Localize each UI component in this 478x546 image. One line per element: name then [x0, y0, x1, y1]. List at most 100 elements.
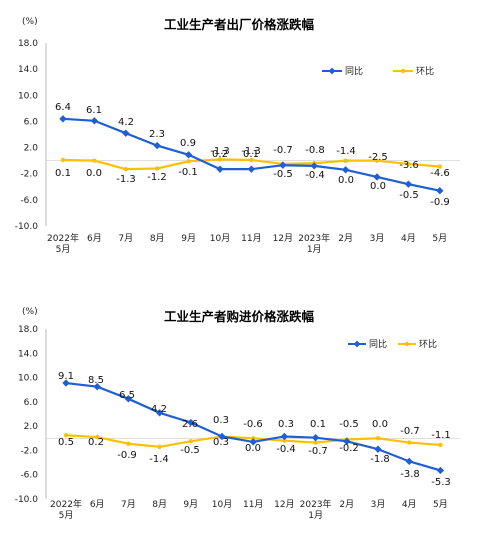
y-tick-label: -10.0	[15, 222, 39, 232]
x-tick-label: 2022年 5月	[47, 232, 79, 255]
legend-marker-yoy	[328, 67, 336, 75]
x-tick-label: 3月	[371, 499, 386, 510]
x-tick-label: 5月	[433, 499, 448, 510]
data-label-mom: -0.7	[400, 426, 420, 437]
data-point-mom	[282, 438, 287, 443]
x-tick-label: 9月	[183, 499, 198, 510]
y-tick-label: -10.0	[15, 495, 39, 505]
data-label-mom: 0.2	[88, 437, 104, 448]
data-point-yoy	[184, 151, 193, 159]
data-point-yoy	[247, 165, 256, 173]
x-tick-label: 2022年 5月	[50, 498, 82, 521]
data-label-mom: 0.0	[245, 443, 261, 454]
data-label-mom: -1.4	[149, 454, 169, 465]
data-label-yoy: -1.3	[210, 146, 230, 157]
data-point-mom	[437, 164, 442, 169]
data-label-yoy: -3.8	[400, 469, 420, 480]
data-point-yoy	[59, 115, 67, 123]
x-tick-label: 3月	[370, 233, 385, 244]
y-axis-unit: (%)	[22, 307, 38, 317]
data-label-mom: -0.5	[399, 190, 419, 201]
chart-output-price: 工业生产者出厂价格涨跌幅 (%) 18.0 14.0 10.0 6.0 2.0 -2.0 -6.…	[15, 17, 460, 255]
data-label-yoy: 6.5	[119, 390, 135, 401]
data-label-mom: 0.0	[370, 181, 386, 192]
x-tick-label: 8月	[152, 499, 167, 510]
data-label-mom: -0.5	[180, 445, 200, 456]
y-tick-label: 14.0	[18, 349, 38, 359]
data-label-yoy: -0.8	[305, 145, 325, 156]
y-tick-label: 18.0	[18, 39, 38, 49]
y-tick-label: 10.0	[18, 374, 38, 384]
legend-label-yoy: 同比	[369, 338, 387, 350]
y-tick-label: 2.0	[24, 144, 39, 154]
x-tick-label: 7月	[118, 233, 133, 244]
data-point-yoy	[187, 418, 195, 427]
y-tick-label: -2.0	[20, 446, 38, 456]
x-tick-label: 2023年 1月	[300, 498, 332, 521]
data-label-mom: 0.0	[372, 419, 388, 430]
y-tick-label: -6.0	[20, 196, 38, 206]
data-label-yoy: -1.8	[370, 454, 390, 465]
y-tick-label: 18.0	[18, 325, 38, 335]
x-tick-label: 10月	[210, 233, 230, 244]
data-point-yoy	[311, 434, 320, 442]
data-label-yoy: 6.1	[86, 105, 102, 116]
data-label-mom: 0.1	[243, 149, 259, 160]
x-tick-label: 9月	[181, 233, 196, 244]
data-point-yoy	[216, 165, 224, 173]
data-label-mom: 0.1	[55, 168, 71, 179]
data-point-mom	[95, 434, 100, 440]
x-tick-label: 2023年 1月	[298, 232, 330, 255]
data-point-yoy	[436, 466, 445, 475]
x-tick-label: 6月	[87, 233, 102, 244]
x-tick-label: 11月	[241, 233, 261, 244]
legend-marker-mom	[400, 68, 406, 74]
data-point-yoy	[310, 162, 318, 170]
data-point-mom	[343, 158, 348, 163]
chart-title: 工业生产者出厂价格涨跌幅	[164, 17, 315, 32]
data-point-mom	[186, 159, 191, 164]
legend-label-mom: 环比	[419, 338, 437, 350]
data-label-mom: -0.9	[430, 197, 450, 208]
data-point-mom	[155, 166, 160, 171]
chart-purchase-price: 工业生产者购进价格涨跌幅 (%) 18.0 14.0 10.0 6.0 2.0 -2.0 -6.…	[15, 307, 460, 521]
data-label-yoy: 0.3	[278, 419, 294, 430]
data-label-yoy: 6.4	[55, 102, 71, 113]
x-tick-label: 2月	[339, 499, 354, 510]
data-label-yoy: -1.3	[241, 146, 261, 157]
data-label-yoy: 9.1	[58, 371, 74, 382]
data-label-yoy: 4.2	[118, 117, 134, 128]
data-point-yoy	[341, 166, 350, 174]
data-point-mom	[157, 444, 162, 449]
legend-label-mom: 环比	[416, 65, 434, 77]
data-label-yoy: -1.4	[336, 146, 356, 157]
y-tick-label: 6.0	[24, 398, 39, 408]
data-point-mom	[217, 157, 223, 162]
data-label-yoy: -4.6	[430, 168, 450, 179]
data-point-yoy	[374, 445, 382, 453]
chart-title: 工业生产者购进价格涨跌幅	[164, 309, 315, 324]
x-tick-label: 12月	[273, 233, 293, 244]
data-label-yoy: -5.3	[431, 477, 451, 488]
data-label-yoy: -0.7	[273, 145, 293, 156]
y-tick-label: 6.0	[24, 117, 39, 127]
data-point-yoy	[373, 173, 381, 181]
data-point-mom	[313, 440, 318, 445]
data-label-yoy: 8.5	[88, 375, 104, 386]
data-label-yoy: 0.9	[180, 138, 196, 149]
data-point-yoy	[280, 432, 289, 441]
data-label-yoy: 2.6	[182, 419, 198, 430]
data-label-mom: 0.0	[86, 168, 102, 179]
data-point-yoy	[436, 187, 444, 195]
x-tick-label: 12月	[274, 499, 294, 510]
data-label-mom: -1.1	[431, 430, 451, 441]
data-point-mom	[123, 166, 128, 172]
data-point-mom	[438, 442, 443, 448]
x-tick-label: 11月	[243, 499, 263, 510]
data-point-yoy	[122, 129, 130, 137]
data-label-mom: -0.1	[178, 167, 198, 178]
data-label-yoy: 4.2	[151, 404, 167, 415]
data-label-mom: -0.5	[273, 169, 293, 180]
x-tick-label: 4月	[402, 499, 417, 510]
